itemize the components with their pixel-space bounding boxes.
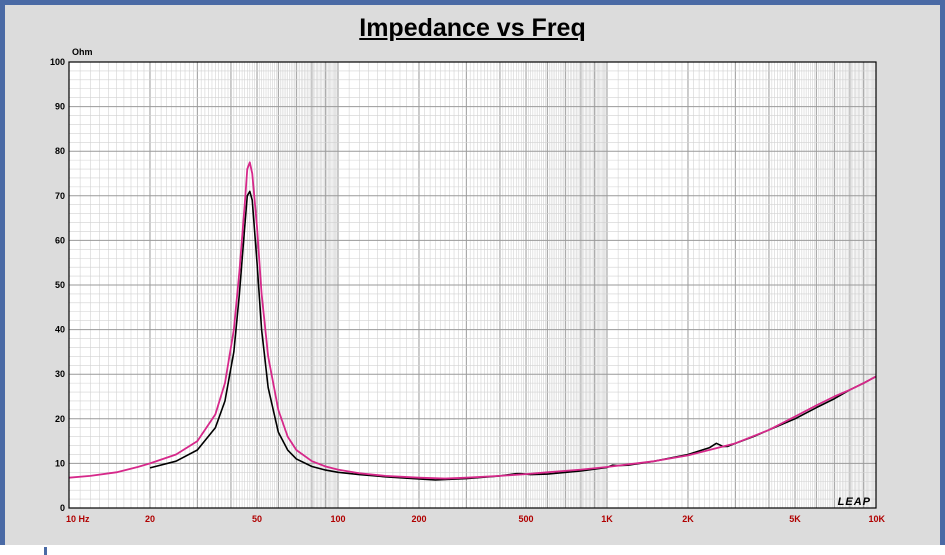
y-tick-label: 60 bbox=[55, 235, 65, 245]
x-tick-label: 200 bbox=[411, 514, 426, 524]
y-tick-label: 40 bbox=[55, 325, 65, 335]
plot-border bbox=[68, 61, 877, 509]
y-tick-label: 90 bbox=[55, 102, 65, 112]
bottom-mark bbox=[44, 547, 47, 555]
x-tick-label: 10 Hz bbox=[66, 514, 90, 524]
x-tick-label: 1K bbox=[601, 514, 613, 524]
y-tick-label: 0 bbox=[60, 503, 65, 513]
x-tick-label: 5K bbox=[789, 514, 801, 524]
curves bbox=[68, 161, 877, 481]
x-tick-labels: 10 Hz 20 50 100 200 500 1K 2K 5K 10K bbox=[66, 514, 885, 524]
y-tick-label: 80 bbox=[55, 146, 65, 156]
x-tick-label: 20 bbox=[145, 514, 155, 524]
x-tick-label: 10K bbox=[868, 514, 885, 524]
y-tick-labels: 0 10 20 30 40 50 60 70 80 90 100 bbox=[50, 57, 65, 513]
y-tick-label: 100 bbox=[50, 57, 65, 67]
impedance-curve-2 bbox=[68, 161, 877, 480]
grid bbox=[69, 62, 876, 508]
y-tick-label: 30 bbox=[55, 369, 65, 379]
x-tick-label: 50 bbox=[252, 514, 262, 524]
x-tick-label: 100 bbox=[330, 514, 345, 524]
leap-watermark: LEAP bbox=[838, 496, 871, 508]
y-axis-label: Ohm bbox=[72, 47, 93, 57]
bottom-strip bbox=[0, 545, 945, 555]
y-tick-label: 50 bbox=[55, 280, 65, 290]
x-tick-label: 2K bbox=[682, 514, 694, 524]
y-tick-label: 70 bbox=[55, 191, 65, 201]
x-tick-label: 500 bbox=[519, 514, 534, 524]
y-tick-label: 20 bbox=[55, 414, 65, 424]
chart-title: Impedance vs Freq bbox=[359, 14, 586, 42]
y-tick-label: 10 bbox=[55, 458, 65, 468]
